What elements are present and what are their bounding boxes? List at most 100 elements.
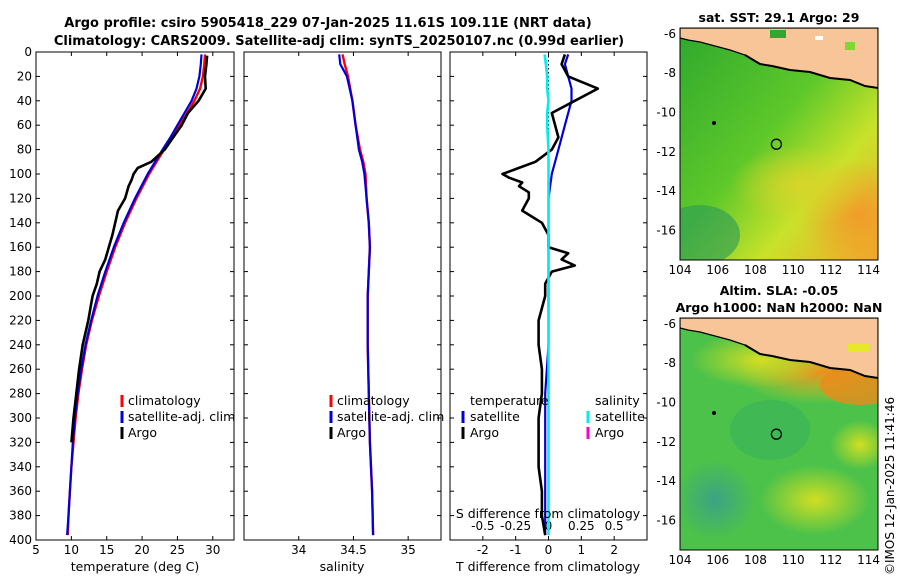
depth-tick-label: 240 [9, 338, 32, 352]
sla-mid-patch [830, 420, 878, 470]
difference-xtick-label: 0 [545, 543, 553, 557]
legend-title-salinity: salinity [595, 393, 640, 408]
difference-xlabel-top: S difference from climatology [456, 506, 641, 521]
temperature-xtick-label: 30 [205, 543, 220, 557]
salinity-series-group [338, 54, 375, 536]
sla-lat-tick-label: -12 [656, 435, 676, 449]
series-satellite-adj-clim [66, 54, 203, 536]
sst-cool-patch [680, 205, 740, 260]
sla-map-frame [679, 317, 879, 551]
legend-label-t-satellite: satellite [470, 409, 520, 424]
depth-tick-label: 260 [9, 362, 32, 376]
salinity-xtick-label: 34 [291, 543, 306, 557]
imos-credit: ©IMOS 12-Jan-2025 11:41:46 [883, 397, 897, 575]
sst-island-dot [712, 121, 716, 125]
sst-lon-tick-label: 110 [782, 263, 805, 277]
depth-tick-label: 0 [24, 45, 32, 59]
sst-lon-tick-label: 114 [857, 263, 880, 277]
depth-tick-label: 300 [9, 411, 32, 425]
sla-lon-tick-label: 104 [669, 553, 692, 567]
temperature-xtick-label: 20 [134, 543, 149, 557]
difference-legend: temperature salinity satellite Argo sate… [461, 393, 645, 440]
sst-map-title: sat. SST: 29.1 Argo: 29 [699, 10, 860, 25]
sla-lat-tick-label: -14 [656, 474, 676, 488]
depth-tick-label: 60 [17, 118, 32, 132]
sst-gap [815, 36, 823, 40]
difference-xtick-label: -2 [477, 543, 489, 557]
legend-label-argo: Argo [337, 425, 366, 440]
sst-warm-patch [730, 145, 870, 225]
legend-label-s-satellite: satellite [595, 409, 645, 424]
temperature-xtick-label: 15 [99, 543, 114, 557]
depth-tick-label: 100 [9, 167, 32, 181]
difference-xtick-label: 2 [610, 543, 618, 557]
legend-label-satellite: satellite-adj. clim [337, 409, 444, 424]
sla-lon-tick-label: 108 [744, 553, 767, 567]
legend-label-climatology: climatology [337, 393, 410, 408]
sla-lat-tick-label: -6 [664, 317, 676, 331]
sst-lat-tick-label: -6 [664, 27, 676, 41]
sla-lat-tick-label: -10 [656, 396, 676, 410]
temperature-axes [35, 51, 235, 541]
depth-tick-label: 40 [17, 94, 32, 108]
depth-tick-label: 360 [9, 484, 32, 498]
sla-low-patch [680, 460, 755, 540]
sst-lat-tick-label: -14 [656, 184, 676, 198]
difference-xtick-label: -1 [510, 543, 522, 557]
salinity-xtick-label: 34.5 [340, 543, 367, 557]
depth-tick-label: 20 [17, 69, 32, 83]
depth-tick-label: 220 [9, 313, 32, 327]
sal-diff-tick-label: 0.25 [568, 519, 595, 533]
legend-title-temperature: temperature [470, 393, 549, 408]
sla-map-title-line2: Argo h1000: NaN h2000: NaN [676, 300, 883, 315]
sst-lon-tick-label: 106 [706, 263, 729, 277]
temperature-xtick-label: 10 [64, 543, 79, 557]
sst-lon-tick-label: 104 [669, 263, 692, 277]
sst-lat-tick-label: -16 [656, 224, 676, 238]
depth-tick-label: 380 [9, 509, 32, 523]
sst-lat-tick-label: -8 [664, 66, 676, 80]
sst-lat-tick-label: -10 [656, 106, 676, 120]
figure-title-line2: Climatology: CARS2009. Satellite-adj cli… [54, 34, 624, 49]
legend-label-satellite: satellite-adj. clim [128, 409, 235, 424]
depth-tick-label: 340 [9, 460, 32, 474]
salinity-legend: climatology satellite-adj. clim Argo [329, 393, 444, 440]
sst-lon-tick-label: 112 [819, 263, 842, 277]
depth-tick-label: 200 [9, 289, 32, 303]
depth-tick-label: 280 [9, 387, 32, 401]
sla-map [680, 318, 878, 550]
salinity-xlabel: salinity [320, 559, 365, 574]
temperature-legend: climatology satellite-adj. clim Argo [120, 393, 235, 440]
salinity-xtick-label: 35 [401, 543, 416, 557]
legend-label-argo: Argo [128, 425, 157, 440]
sla-lon-tick-label: 114 [857, 553, 880, 567]
difference-xlabel: T difference from climatology [455, 559, 641, 574]
figure-title-line1: Argo profile: csiro 5905418_229 07-Jan-2… [64, 16, 591, 31]
sst-argo-marker [770, 138, 783, 150]
series-s-satellite [543, 54, 550, 536]
difference-series-group [501, 53, 600, 536]
temperature-xtick-label: 25 [170, 543, 185, 557]
temperature-xlabel: temperature (deg C) [71, 559, 200, 574]
depth-tick-label: 80 [17, 143, 32, 157]
sla-lon-tick-label: 106 [706, 553, 729, 567]
sst-map-frame [679, 27, 879, 261]
depth-tick-label: 180 [9, 265, 32, 279]
sst-map [680, 28, 878, 260]
sst-gap [845, 42, 855, 50]
sst-lat-tick-label: -12 [656, 145, 676, 159]
sla-argo-marker [770, 428, 783, 440]
sla-mid-patch [760, 465, 870, 535]
legend-label-s-argo: Argo [595, 425, 624, 440]
series-t-argo [501, 53, 600, 536]
sst-gap [770, 30, 786, 38]
legend-label-t-argo: Argo [470, 425, 499, 440]
sla-lat-tick-label: -8 [664, 356, 676, 370]
depth-tick-label: 140 [9, 216, 32, 230]
land-java-coast [744, 344, 878, 379]
sla-lon-tick-label: 112 [819, 553, 842, 567]
sla-lon-tick-label: 110 [782, 553, 805, 567]
sla-lat-tick-label: -16 [656, 514, 676, 528]
sla-island-dot [712, 411, 716, 415]
